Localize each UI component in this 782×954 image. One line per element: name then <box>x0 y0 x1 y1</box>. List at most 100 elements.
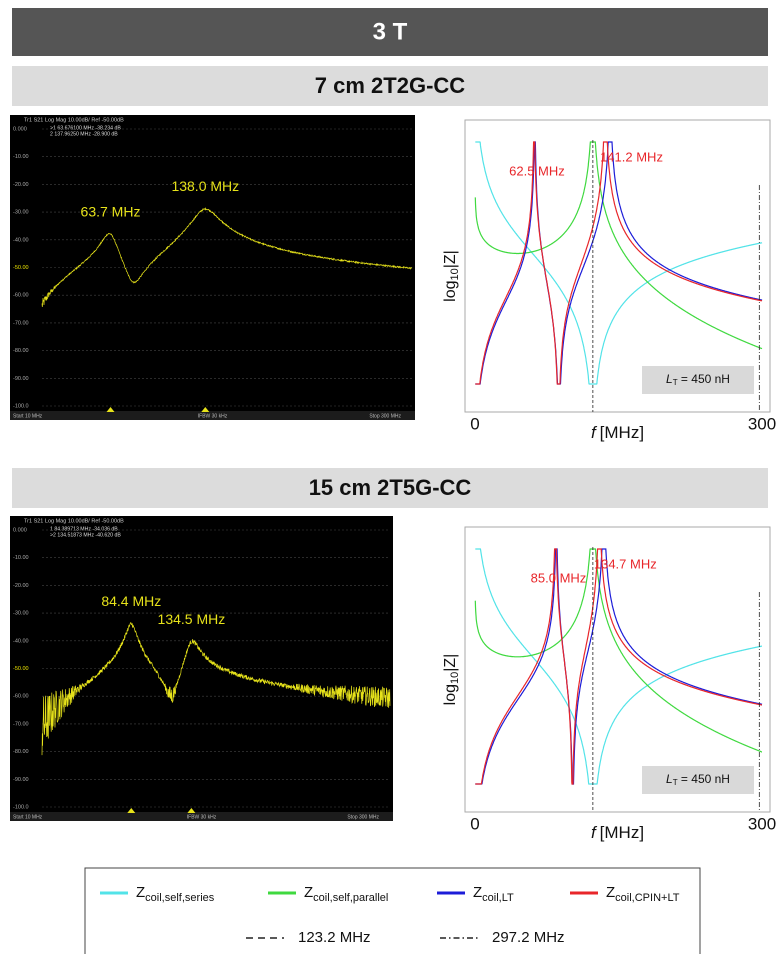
legend-symbol: Z <box>136 884 145 901</box>
vna-y-tick-label: -60.00 <box>13 293 29 299</box>
inductance-box <box>642 766 754 794</box>
vna-peak-label: 63.7 MHz <box>81 204 141 220</box>
legend-line-label: 297.2 MHz <box>492 929 565 946</box>
sim-peak-label: 62.5 MHz <box>509 163 565 178</box>
inductance-sub: T <box>673 378 678 387</box>
sim-frame <box>464 526 771 813</box>
vna-y-tick-label: -70.00 <box>13 320 29 326</box>
legend-sub: coil,self,parallel <box>313 892 388 904</box>
vna-peak-label: 138.0 MHz <box>171 178 239 194</box>
vna-marker-triangle <box>187 808 196 813</box>
vna-ifbw: IFBW 30 kHz <box>198 413 228 419</box>
vna-y-tick-label: -20.00 <box>13 182 29 188</box>
vna-trace <box>41 206 413 308</box>
inductance-symbol: L <box>666 772 673 786</box>
impedance-curve <box>475 141 763 385</box>
legend-symbol: Z <box>473 884 482 901</box>
vna-y-tick-label: -90.00 <box>13 777 29 783</box>
vna-peak-label: 84.4 MHz <box>101 593 161 609</box>
vna-y-tick-label: -30.00 <box>13 611 29 617</box>
sim-x-label: f [MHz] <box>591 423 644 442</box>
legend-line-label: 123.2 MHz <box>298 929 371 946</box>
y-label-sub: 10 <box>449 268 461 280</box>
vna-screen <box>10 516 393 821</box>
vna-marker-readout: >2 134.51873 MHz -40.620 dB <box>50 532 121 538</box>
inductance-box <box>642 366 754 394</box>
impedance-curve <box>474 548 763 753</box>
vna-y-tick-label: -40.00 <box>13 237 29 243</box>
sim-peak-label: 85.0 MHz <box>531 570 587 585</box>
vna-y-tick-label: -100.0 <box>13 403 29 409</box>
legend-label: Zcoil,CPIN+LT <box>606 884 680 904</box>
impedance-curve <box>475 548 763 785</box>
vna-header: Tr1 S21 Log Mag 10.00dB/ Ref -50.00dB <box>24 117 124 123</box>
vna-y-tick-label: 0.000 <box>13 527 27 533</box>
sim-peak-label: 134.7 MHz <box>594 556 657 571</box>
legend-box <box>84 867 701 954</box>
vna-y-tick-label: -10.00 <box>13 555 29 561</box>
sim-frame <box>464 119 771 413</box>
sim-x-max: 300 <box>748 814 776 833</box>
vna-y-tick-label: -50.00 <box>13 666 29 672</box>
vna-status-bar <box>10 411 415 420</box>
vna-y-tick-label: -80.00 <box>13 749 29 755</box>
section-title: 15 cm 2T5G-CC <box>309 475 472 500</box>
impedance-curve <box>475 548 763 785</box>
legend-label: Zcoil,self,series <box>136 884 215 904</box>
legend-symbol: Z <box>304 884 313 901</box>
vna-y-tick-label: -70.00 <box>13 721 29 727</box>
sim-x-min: 0 <box>470 414 479 433</box>
vna-marker-readout: 1 84.389713 MHz -34.036 dB <box>50 526 118 532</box>
legend-sub: coil,LT <box>482 892 514 904</box>
vna-trace <box>41 621 391 756</box>
header-title: 3 T <box>373 18 408 45</box>
vna-stop: Stop 300 MHz <box>369 413 401 419</box>
vna-y-tick-label: -100.0 <box>13 804 29 810</box>
vna-start: Start 10 MHz <box>13 413 43 419</box>
x-label-symbol: f <box>591 823 598 842</box>
vna-status-bar <box>10 812 393 821</box>
y-label-rest: |Z| <box>442 654 459 672</box>
sim-x-max: 300 <box>748 414 776 433</box>
vna-start: Start 10 MHz <box>13 814 43 820</box>
inductance-sub: T <box>673 778 678 787</box>
sim-y-label: log10|Z| <box>442 250 461 302</box>
section-bar <box>12 468 768 508</box>
legend-sub: coil,self,series <box>145 892 215 904</box>
vna-y-tick-label: -80.00 <box>13 348 29 354</box>
vna-y-tick-label: 0.000 <box>13 126 27 132</box>
vna-marker-triangle <box>127 808 136 813</box>
vna-header: Tr1 S21 Log Mag 10.00dB/ Ref -50.00dB <box>24 518 124 524</box>
y-label-rest: |Z| <box>442 250 459 268</box>
vna-y-tick-label: -60.00 <box>13 694 29 700</box>
inductance-label: LT = 450 nH <box>666 372 730 387</box>
legend-label: Zcoil,LT <box>473 884 514 904</box>
vna-y-tick-label: -90.00 <box>13 376 29 382</box>
impedance-curve <box>475 548 763 785</box>
vna-y-tick-label: -50.00 <box>13 265 29 271</box>
vna-ifbw: IFBW 30 kHz <box>187 814 217 820</box>
inductance-symbol: L <box>666 372 673 386</box>
sim-peak-label: 141.2 MHz <box>600 149 663 164</box>
sim-x-min: 0 <box>470 814 479 833</box>
impedance-curve <box>475 141 763 385</box>
section-title: 7 cm 2T2G-CC <box>315 73 465 98</box>
vna-y-tick-label: -20.00 <box>13 583 29 589</box>
vna-peak-label: 134.5 MHz <box>158 611 226 627</box>
vna-marker-triangle <box>106 407 115 412</box>
vna-marker-readout: >1 63.676100 MHz -38.234 dB <box>50 125 121 131</box>
header-bar <box>12 8 768 56</box>
inductance-label: LT = 450 nH <box>666 772 730 787</box>
y-label-base: log <box>442 280 459 301</box>
sim-y-label: log10|Z| <box>442 654 461 706</box>
vna-y-tick-label: -30.00 <box>13 210 29 216</box>
vna-marker-triangle <box>201 407 210 412</box>
vna-y-tick-label: -10.00 <box>13 154 29 160</box>
sim-x-label: f [MHz] <box>591 823 644 842</box>
inductance-value: = 450 nH <box>678 772 730 786</box>
y-label-base: log <box>442 684 459 705</box>
vna-marker-readout: 2 137.96250 MHz -28.900 dB <box>50 131 118 137</box>
x-label-unit: [MHz] <box>600 423 644 442</box>
